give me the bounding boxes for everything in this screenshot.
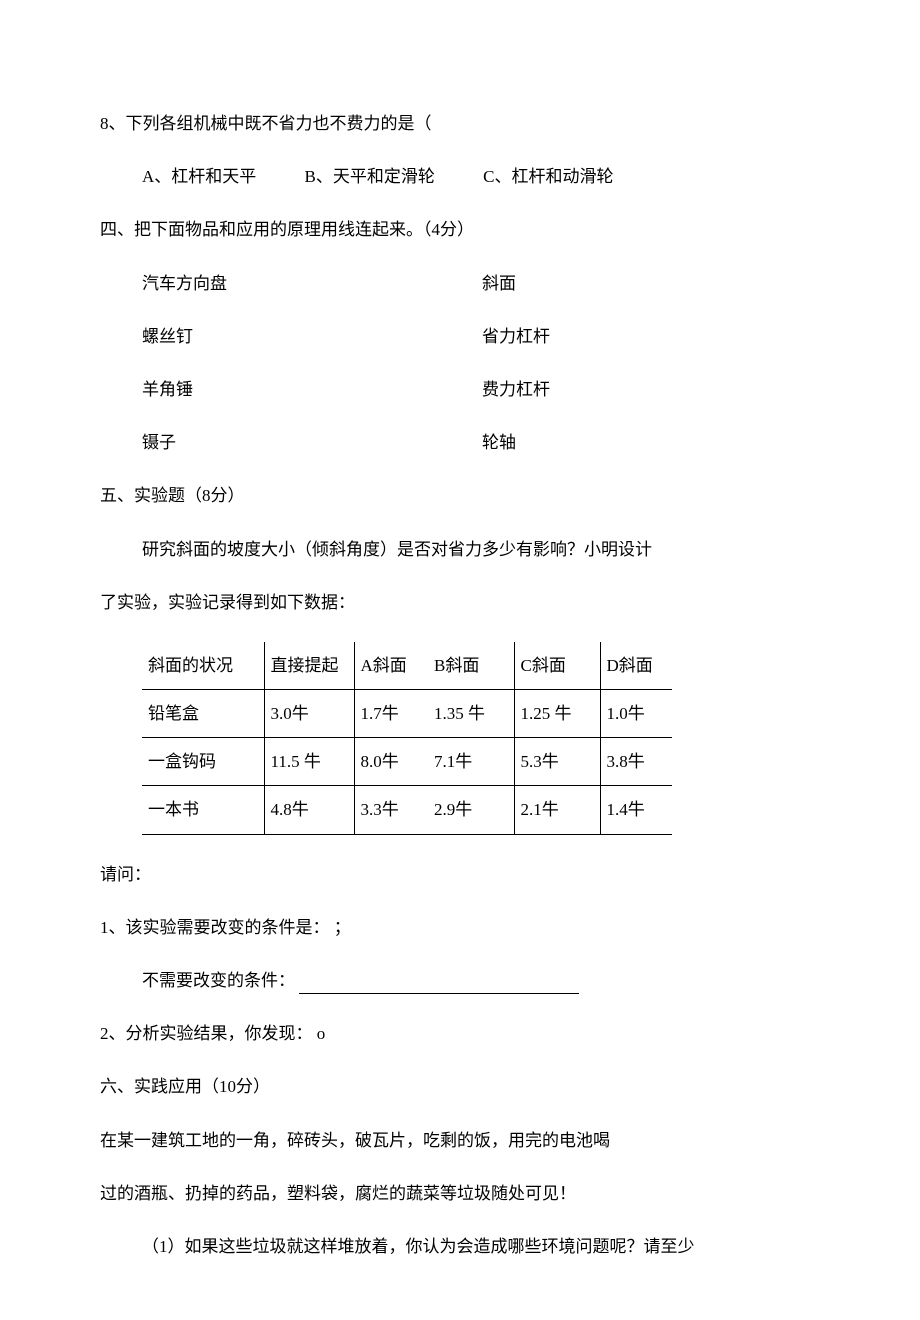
td: 一盒钩码 — [142, 738, 264, 786]
th: B斜面 — [428, 642, 514, 690]
section6-p1: 在某一建筑工地的一角，碎砖头，破瓦片，吃剩的饭，用完的电池喝 — [100, 1127, 820, 1154]
td: 8.0牛 — [354, 738, 428, 786]
match-row: 镊子 轮轴 — [100, 429, 820, 456]
q8-stem: 8、下列各组机械中既不省力也不费力的是（ — [100, 110, 820, 137]
match-left: 汽车方向盘 — [142, 270, 482, 297]
q8-opt-c: C、杠杆和动滑轮 — [483, 167, 613, 186]
q8-options: A、杠杆和天平 B、天平和定滑轮 C、杠杆和动滑轮 — [100, 163, 820, 190]
td: 4.8牛 — [264, 786, 354, 834]
section5-heading: 五、实验题（8分） — [100, 482, 820, 509]
td: 铅笔盒 — [142, 690, 264, 738]
td: 5.3牛 — [514, 738, 600, 786]
th: A斜面 — [354, 642, 428, 690]
match-left: 螺丝钉 — [142, 323, 482, 350]
experiment-table: 斜面的状况 直接提起 A斜面 B斜面 C斜面 D斜面 铅笔盒 3.0牛 1.7牛… — [142, 642, 672, 835]
match-left: 羊角锤 — [142, 376, 482, 403]
match-right: 斜面 — [482, 270, 820, 297]
section6-p2: 过的酒瓶、扔掉的药品，塑料袋，腐烂的蔬菜等垃圾随处可见！ — [100, 1180, 820, 1207]
th: D斜面 — [600, 642, 672, 690]
section5-q1: 1、该实验需要改变的条件是： ； — [100, 914, 820, 941]
td: 1.25 牛 — [514, 690, 600, 738]
td: 11.5 牛 — [264, 738, 354, 786]
section6-sub1: （1）如果这些垃圾就这样堆放着，你认为会造成哪些环境问题呢？请至少 — [100, 1233, 820, 1260]
q1b-label: 不需要改变的条件： — [142, 971, 295, 990]
match-right: 费力杠杆 — [482, 376, 820, 403]
q8-opt-b: B、天平和定滑轮 — [305, 167, 435, 186]
td: 一本书 — [142, 786, 264, 834]
td: 1.4牛 — [600, 786, 672, 834]
td: 3.8牛 — [600, 738, 672, 786]
match-right: 省力杠杆 — [482, 323, 820, 350]
td: 1.35 牛 — [428, 690, 514, 738]
table-row: 一盒钩码 11.5 牛 8.0牛 7.1牛 5.3牛 3.8牛 — [142, 738, 672, 786]
section5-intro1: 研究斜面的坡度大小（倾斜角度）是否对省力多少有影响？小明设计 — [100, 536, 820, 563]
td: 7.1牛 — [428, 738, 514, 786]
th: C斜面 — [514, 642, 600, 690]
td: 3.0牛 — [264, 690, 354, 738]
match-row: 羊角锤 费力杠杆 — [100, 376, 820, 403]
section5-q1b: 不需要改变的条件： — [100, 967, 820, 994]
td: 2.9牛 — [428, 786, 514, 834]
td: 3.3牛 — [354, 786, 428, 834]
th: 斜面的状况 — [142, 642, 264, 690]
match-row: 汽车方向盘 斜面 — [100, 270, 820, 297]
td: 2.1牛 — [514, 786, 600, 834]
section6-heading: 六、实践应用（10分） — [100, 1073, 820, 1100]
section5-q2: 2、分析实验结果，你发现： o — [100, 1020, 820, 1047]
blank-underline — [299, 977, 579, 994]
section4-heading: 四、把下面物品和应用的原理用线连起来。（4分） — [100, 216, 820, 243]
table-row: 铅笔盒 3.0牛 1.7牛 1.35 牛 1.25 牛 1.0牛 — [142, 690, 672, 738]
td: 1.7牛 — [354, 690, 428, 738]
match-left: 镊子 — [142, 429, 482, 456]
section5-ask: 请问： — [100, 861, 820, 888]
section5-intro2: 了实验，实验记录得到如下数据： — [100, 589, 820, 616]
q8-opt-a: A、杠杆和天平 — [142, 167, 256, 186]
td: 1.0牛 — [600, 690, 672, 738]
table-row: 一本书 4.8牛 3.3牛 2.9牛 2.1牛 1.4牛 — [142, 786, 672, 834]
th: 直接提起 — [264, 642, 354, 690]
table-header-row: 斜面的状况 直接提起 A斜面 B斜面 C斜面 D斜面 — [142, 642, 672, 690]
match-right: 轮轴 — [482, 429, 820, 456]
match-row: 螺丝钉 省力杠杆 — [100, 323, 820, 350]
